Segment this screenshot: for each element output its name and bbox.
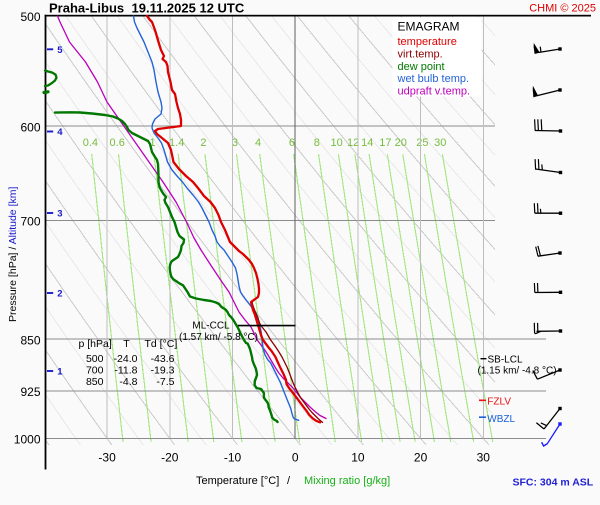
svg-text:30: 30 — [434, 137, 446, 149]
svg-text:1: 1 — [57, 367, 63, 378]
svg-text:700: 700 — [86, 364, 104, 376]
svg-text:-7.5: -7.5 — [156, 376, 174, 388]
svg-text:-20: -20 — [161, 451, 179, 465]
svg-text:EMAGRAM: EMAGRAM — [398, 20, 460, 34]
svg-text:10: 10 — [330, 137, 342, 149]
svg-text:p [hPa]: p [hPa] — [79, 338, 112, 350]
svg-text:Praha-Libus: Praha-Libus — [49, 1, 124, 16]
svg-text:-11.8: -11.8 — [114, 364, 137, 376]
svg-text:2: 2 — [200, 137, 206, 149]
svg-text:850: 850 — [86, 376, 104, 388]
svg-text:700: 700 — [20, 215, 40, 229]
svg-text:-30: -30 — [98, 451, 116, 465]
svg-text:Pressure [hPa] / Altitude [k: Pressure [hPa] / Altitude [km] — [7, 187, 19, 322]
svg-text:6: 6 — [289, 137, 295, 149]
svg-text:0.4: 0.4 — [83, 137, 98, 149]
svg-text:1000: 1000 — [14, 433, 41, 447]
svg-text:8: 8 — [314, 137, 320, 149]
svg-text:wet bulb temp.: wet bulb temp. — [397, 73, 470, 85]
svg-text:Temperature [°C]: Temperature [°C] — [196, 475, 279, 487]
svg-text:5: 5 — [57, 45, 63, 56]
svg-text:-19.3: -19.3 — [151, 364, 175, 376]
svg-text:-4.8: -4.8 — [119, 376, 137, 388]
svg-text:Td [°C]: Td [°C] — [145, 338, 178, 350]
svg-text:1.4: 1.4 — [169, 137, 184, 149]
svg-text:19.11.2025 12 UTC: 19.11.2025 12 UTC — [132, 1, 245, 16]
svg-text:0: 0 — [292, 451, 299, 465]
svg-text:CHMI © 2025: CHMI © 2025 — [529, 3, 596, 15]
svg-text:-24.0: -24.0 — [114, 353, 138, 365]
svg-text:14: 14 — [361, 137, 373, 149]
svg-text:925: 925 — [20, 385, 40, 399]
svg-text:20: 20 — [395, 137, 407, 149]
svg-text:850: 850 — [20, 333, 40, 347]
svg-text:dew point: dew point — [398, 61, 445, 73]
svg-text:FZLV: FZLV — [487, 397, 511, 408]
svg-text:udpraft v.temp.: udpraft v.temp. — [398, 86, 471, 98]
svg-text:0.6: 0.6 — [110, 137, 125, 149]
svg-text:2: 2 — [57, 289, 62, 300]
svg-text:4: 4 — [57, 127, 63, 138]
svg-text:30: 30 — [477, 451, 491, 465]
svg-text:virt.temp.: virt.temp. — [398, 49, 443, 61]
svg-text:17: 17 — [379, 137, 391, 149]
svg-text:ML-CCL: ML-CCL — [192, 320, 230, 331]
svg-text:SFC: 304 m ASL: SFC: 304 m ASL — [513, 477, 594, 489]
svg-text:T: T — [123, 338, 130, 350]
svg-text:-10: -10 — [224, 451, 242, 465]
svg-text:500: 500 — [86, 353, 104, 365]
svg-text:500: 500 — [20, 10, 40, 24]
svg-text:Mixing ratio [g/kg]: Mixing ratio [g/kg] — [304, 475, 390, 487]
svg-text:4: 4 — [255, 137, 261, 149]
svg-text:3: 3 — [57, 209, 62, 220]
svg-text:20: 20 — [414, 451, 428, 465]
svg-text:temperature: temperature — [398, 36, 457, 48]
svg-text:12: 12 — [347, 137, 359, 149]
svg-text:25: 25 — [416, 137, 428, 149]
svg-text:WBZL: WBZL — [487, 414, 515, 425]
svg-text:(1.57 km/ -5.8 °C): (1.57 km/ -5.8 °C) — [179, 332, 258, 343]
svg-text:-43.6: -43.6 — [151, 353, 175, 365]
svg-text:10: 10 — [351, 451, 365, 465]
svg-text:600: 600 — [20, 120, 40, 134]
svg-text:(1.15 km/ -4.8 °C): (1.15 km/ -4.8 °C) — [478, 366, 557, 377]
svg-text:SB-LCL: SB-LCL — [488, 355, 523, 366]
